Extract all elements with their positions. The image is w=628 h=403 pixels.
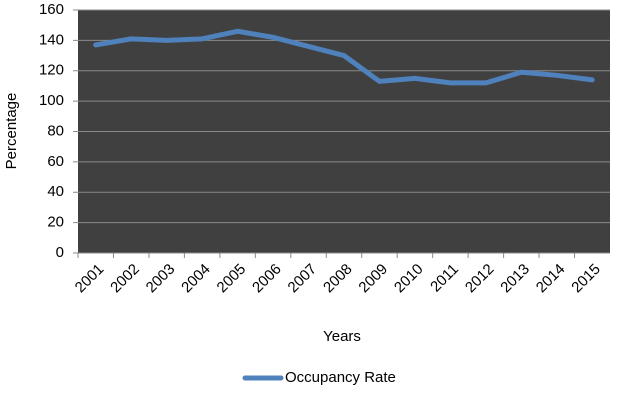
x-tick-label: 2007 bbox=[285, 261, 321, 297]
x-tick-label: 2005 bbox=[214, 261, 250, 297]
x-tick-label: 2015 bbox=[568, 261, 604, 297]
y-tick-label: 0 bbox=[56, 244, 64, 261]
x-tick-label: 2004 bbox=[178, 261, 214, 297]
y-tick-label: 160 bbox=[39, 1, 64, 18]
x-tick-label: 2009 bbox=[355, 261, 391, 297]
y-tick-label: 60 bbox=[47, 153, 64, 170]
x-tick-label: 2013 bbox=[497, 261, 533, 297]
x-tick-label: 2011 bbox=[427, 261, 462, 296]
x-tick-label: 2010 bbox=[391, 261, 427, 297]
x-tick-label: 2012 bbox=[462, 261, 498, 297]
x-tick-label: 2008 bbox=[320, 261, 356, 297]
y-tick-label: 100 bbox=[39, 92, 64, 109]
x-tick-label: 2003 bbox=[143, 261, 179, 297]
x-axis-label: Years bbox=[323, 328, 361, 345]
legend-label: Occupancy Rate bbox=[285, 369, 396, 386]
x-tick-label: 2001 bbox=[72, 261, 108, 297]
x-tick-label: 2014 bbox=[533, 261, 569, 297]
y-tick-label: 120 bbox=[39, 62, 64, 79]
series-line bbox=[93, 28, 595, 86]
y-tick-label: 20 bbox=[47, 214, 64, 231]
y-tick-label: 40 bbox=[47, 183, 64, 200]
y-tick-label: 80 bbox=[47, 122, 64, 139]
y-tick-label: 140 bbox=[39, 31, 64, 48]
x-tick-label: 2002 bbox=[107, 261, 143, 297]
x-tick-label: 2006 bbox=[249, 261, 285, 297]
y-axis-label: Percentage bbox=[3, 93, 20, 170]
